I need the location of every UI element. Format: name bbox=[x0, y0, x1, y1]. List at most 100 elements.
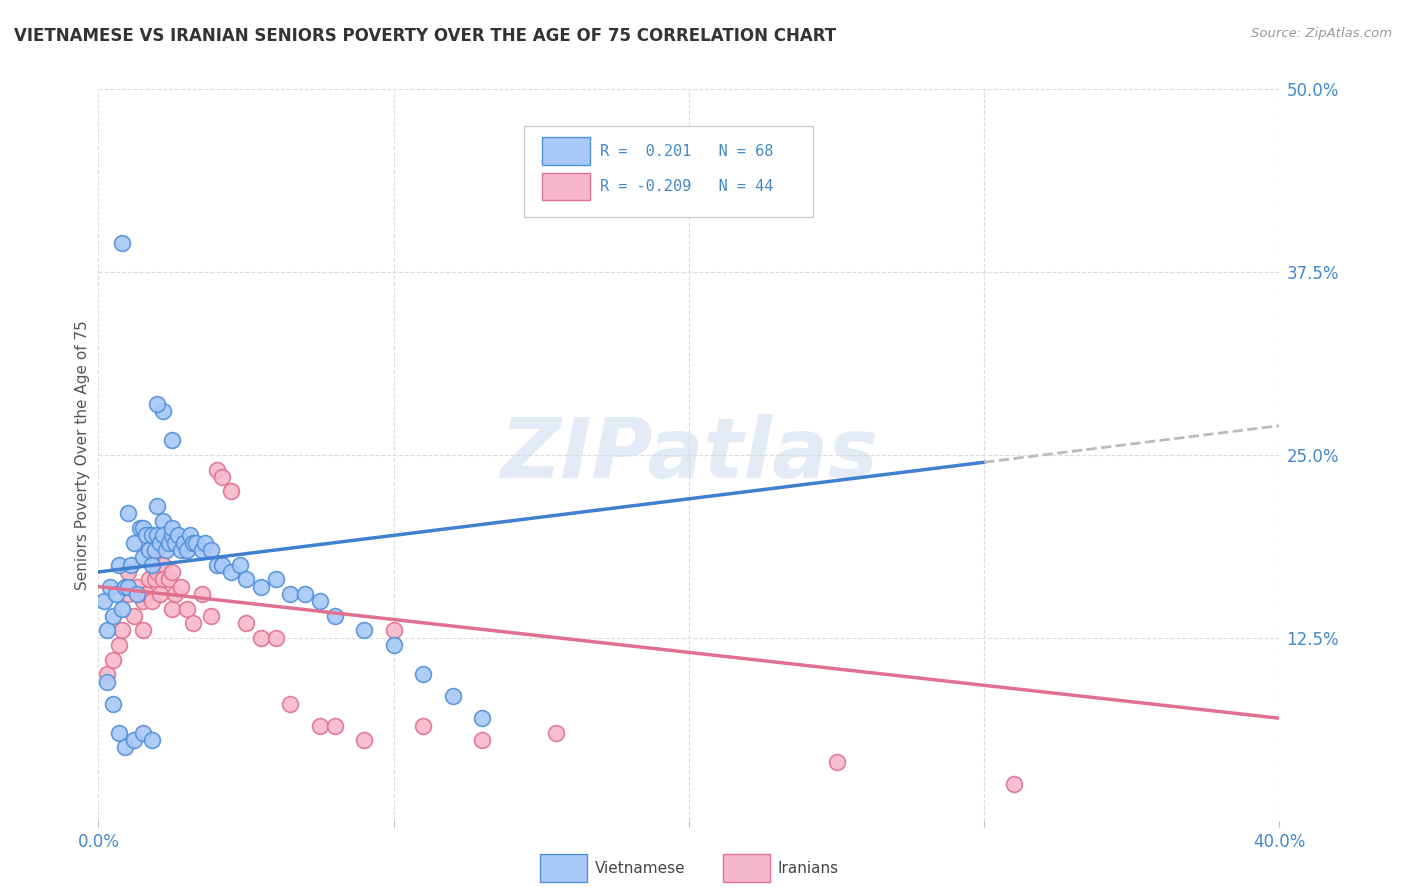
Point bbox=[205, 462, 228, 476]
Point bbox=[105, 587, 128, 601]
Point bbox=[108, 558, 131, 572]
Point bbox=[132, 521, 155, 535]
FancyBboxPatch shape bbox=[543, 172, 589, 201]
Point bbox=[152, 558, 174, 572]
Point bbox=[141, 528, 163, 542]
Point bbox=[93, 594, 115, 608]
Point bbox=[165, 535, 187, 549]
Point bbox=[278, 587, 302, 601]
Text: Vietnamese: Vietnamese bbox=[595, 861, 685, 876]
Point bbox=[170, 580, 193, 594]
Point bbox=[96, 624, 118, 638]
Point bbox=[176, 601, 198, 615]
FancyBboxPatch shape bbox=[723, 855, 770, 882]
Point bbox=[152, 514, 174, 528]
Point bbox=[211, 558, 233, 572]
Point bbox=[114, 740, 136, 755]
Point bbox=[120, 558, 142, 572]
Text: R =  0.201   N = 68: R = 0.201 N = 68 bbox=[600, 144, 773, 159]
Point bbox=[143, 572, 166, 586]
Text: Iranians: Iranians bbox=[778, 861, 838, 876]
Point bbox=[382, 638, 405, 652]
Point bbox=[219, 484, 242, 499]
Point bbox=[157, 572, 180, 586]
Point bbox=[132, 594, 155, 608]
Point bbox=[323, 718, 346, 732]
Point bbox=[152, 404, 174, 418]
Text: Source: ZipAtlas.com: Source: ZipAtlas.com bbox=[1251, 27, 1392, 40]
Point bbox=[441, 690, 464, 704]
Point bbox=[114, 580, 136, 594]
Point bbox=[111, 624, 134, 638]
Point bbox=[125, 580, 148, 594]
Point bbox=[471, 733, 494, 747]
Point bbox=[103, 697, 125, 711]
Point bbox=[146, 499, 169, 513]
FancyBboxPatch shape bbox=[540, 855, 588, 882]
Point bbox=[103, 608, 125, 623]
Point bbox=[250, 580, 273, 594]
Point bbox=[200, 608, 222, 623]
Point bbox=[181, 535, 204, 549]
Point bbox=[122, 608, 145, 623]
Point bbox=[205, 558, 228, 572]
Point bbox=[191, 543, 214, 558]
Point bbox=[309, 594, 332, 608]
Point bbox=[117, 565, 139, 579]
Point bbox=[471, 711, 494, 725]
Point bbox=[117, 587, 139, 601]
Point bbox=[135, 587, 157, 601]
Point bbox=[250, 631, 273, 645]
Point bbox=[278, 697, 302, 711]
Point bbox=[108, 638, 131, 652]
Point bbox=[412, 718, 434, 732]
Text: ZIPatlas: ZIPatlas bbox=[501, 415, 877, 495]
Point bbox=[184, 535, 207, 549]
Point bbox=[117, 507, 139, 521]
Point bbox=[179, 528, 201, 542]
Point bbox=[141, 594, 163, 608]
Point bbox=[825, 755, 848, 769]
Point bbox=[176, 543, 198, 558]
Point bbox=[117, 580, 139, 594]
Point bbox=[146, 543, 169, 558]
Text: VIETNAMESE VS IRANIAN SENIORS POVERTY OVER THE AGE OF 75 CORRELATION CHART: VIETNAMESE VS IRANIAN SENIORS POVERTY OV… bbox=[14, 27, 837, 45]
Point bbox=[138, 543, 160, 558]
Point bbox=[122, 535, 145, 549]
Point bbox=[111, 601, 134, 615]
Point bbox=[294, 587, 316, 601]
Point bbox=[353, 733, 375, 747]
Point bbox=[149, 587, 172, 601]
Point bbox=[141, 558, 163, 572]
Point bbox=[200, 543, 222, 558]
Point bbox=[122, 733, 145, 747]
Point bbox=[219, 565, 242, 579]
Point bbox=[162, 434, 183, 448]
Point bbox=[141, 733, 163, 747]
Point bbox=[98, 580, 121, 594]
Point bbox=[125, 587, 148, 601]
Point bbox=[96, 674, 118, 689]
Point bbox=[155, 543, 177, 558]
Point bbox=[162, 601, 183, 615]
Point bbox=[194, 535, 217, 549]
Point bbox=[165, 587, 187, 601]
Point bbox=[146, 565, 169, 579]
Point bbox=[132, 550, 155, 565]
Point bbox=[138, 572, 160, 586]
Point bbox=[229, 558, 252, 572]
Point bbox=[181, 616, 204, 631]
Point bbox=[152, 528, 174, 542]
Point bbox=[235, 572, 257, 586]
Point bbox=[309, 718, 332, 732]
Point bbox=[162, 528, 183, 542]
Point bbox=[162, 565, 183, 579]
Point bbox=[111, 235, 134, 250]
Point bbox=[146, 528, 169, 542]
Point bbox=[149, 535, 172, 549]
Point bbox=[162, 521, 183, 535]
Point bbox=[146, 397, 169, 411]
Point bbox=[103, 653, 125, 667]
Point bbox=[382, 624, 405, 638]
Point bbox=[235, 616, 257, 631]
